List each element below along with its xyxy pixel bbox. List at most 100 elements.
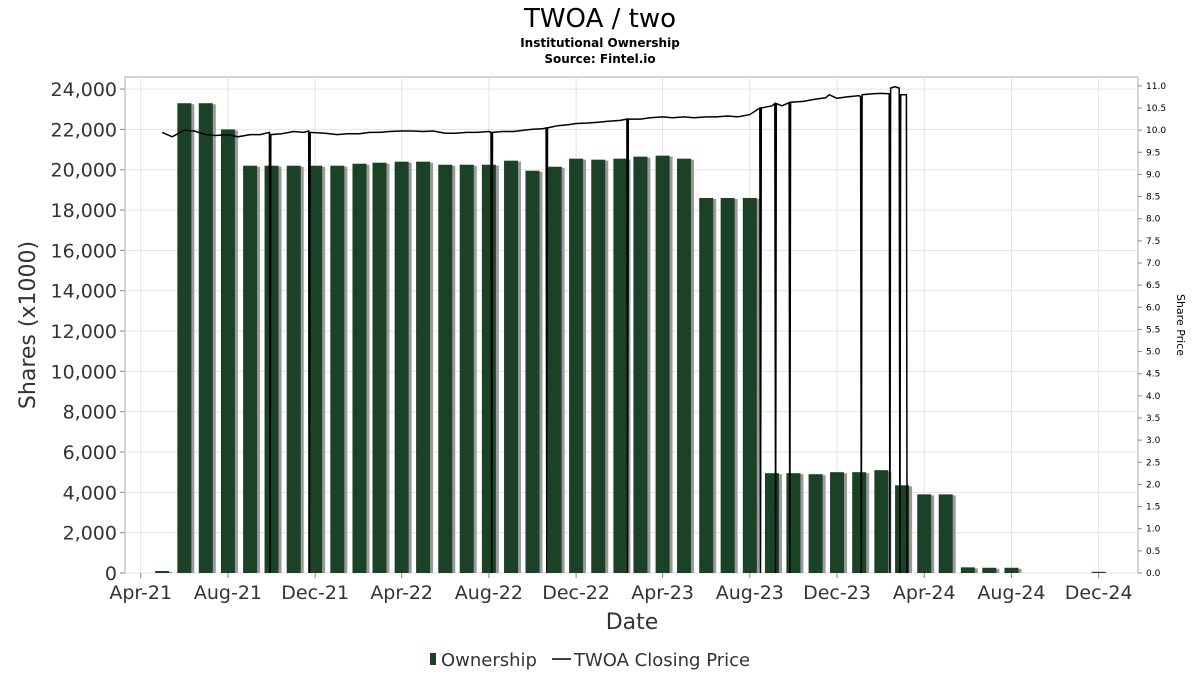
chart-subtitle: Institutional Ownership [520,36,680,50]
x-axis: Apr-21 Aug-21 Dec-21 Apr-22 Aug-22 Dec-22 Apr-… [109,573,1133,604]
y-tick-label: 16,000 [51,240,117,262]
legend: Ownership TWOA Closing Price [430,650,750,671]
ownership-bar [264,165,279,573]
ownership-bar [895,485,910,573]
y2-tick-label: 7.5 [1146,237,1160,247]
ownership-bar [917,494,932,573]
y-tick-label: 2,000 [63,523,117,545]
y2-tick-label: 2.5 [1146,458,1160,468]
ownership-bar [808,474,823,573]
y2-tick-label: 0.0 [1146,569,1161,579]
ownership-bar [308,165,323,573]
ownership-bar [613,158,628,573]
ownership-bar [982,567,997,573]
y-tick-label: 0 [105,563,117,585]
ownership-bar [352,163,367,573]
price-line-group [161,85,908,574]
y2-tick-label: 5.0 [1146,348,1161,358]
x-tick-label: Aug-24 [977,582,1045,604]
x-tick-label: Apr-24 [893,582,956,604]
ownership-bar [547,166,562,573]
ownership-bar [438,164,453,573]
ownership-bar [874,470,889,573]
ownership-bar [525,170,540,573]
y2-tick-label: 3.0 [1146,436,1161,446]
ownership-bar [220,129,235,573]
ownership-bar [699,197,714,573]
y-tick-label: 14,000 [51,281,117,303]
ownership-bar [198,103,213,574]
legend-ownership-swatch [430,653,436,665]
x-axis-label: Date [606,610,659,635]
ownership-bar [481,164,496,573]
y2-tick-label: 6.5 [1146,281,1160,291]
ownership-bar [938,494,953,573]
x-tick-label: Apr-21 [109,582,172,604]
y-tick-label: 18,000 [51,200,117,222]
ownership-bar [504,160,519,573]
price-line [161,85,908,574]
y2-tick-label: 7.0 [1146,259,1161,269]
ownership-bar [852,472,867,573]
x-tick-label: Aug-21 [194,582,262,604]
x-tick-label: Apr-23 [631,582,694,604]
ownership-bar [720,197,735,573]
y-axis-left: 0 2,000 4,000 6,000 8,000 10,000 12,000 14,000 1… [51,79,125,585]
y-tick-label: 22,000 [51,119,117,141]
ownership-bar [633,156,648,573]
ownership-bar [960,567,975,573]
y-tick-label: 20,000 [51,160,117,182]
y2-tick-label: 9.5 [1146,148,1160,158]
ownership-bar [155,570,170,573]
ownership-bar [655,155,670,573]
y2-tick-label: 5.5 [1146,325,1160,335]
y2-tick-label: 10.5 [1146,104,1166,114]
legend-price-label: TWOA Closing Price [573,650,750,671]
ownership-bar [243,165,258,573]
x-tick-label: Aug-23 [716,582,784,604]
y-tick-label: 6,000 [63,442,117,464]
y-tick-label: 4,000 [63,482,117,504]
x-tick-label: Dec-24 [1065,582,1133,604]
y2-tick-label: 8.0 [1146,215,1161,225]
y-tick-label: 8,000 [63,402,117,424]
x-tick-label: Dec-21 [281,582,349,604]
y2-tick-label: 3.5 [1146,414,1160,424]
y2-tick-label: 4.5 [1146,370,1160,380]
ownership-bar [177,103,192,574]
x-tick-label: Dec-23 [803,582,871,604]
x-tick-label: Apr-22 [370,582,433,604]
legend-ownership-label: Ownership [441,650,537,671]
ownership-bar [764,473,779,573]
ownership-bar [394,161,409,573]
y2-axis-label: Share Price [1174,294,1187,356]
y2-tick-label: 1.0 [1146,525,1161,535]
ownership-bar [330,165,345,573]
y2-tick-label: 11.0 [1146,82,1166,92]
y2-tick-label: 2.0 [1146,480,1161,490]
ownership-bar [416,161,431,573]
y-axis-right: 0.0 0.5 1.0 1.5 2.0 2.5 3.0 3.5 4.0 4.5 5.0 5.5 6.0 6… [1138,82,1166,579]
y2-tick-label: 0.5 [1146,547,1160,557]
y2-tick-label: 9.0 [1146,170,1161,180]
y-axis-label: Shares (x1000) [16,241,41,409]
x-tick-label: Dec-22 [542,582,610,604]
y-tick-label: 24,000 [51,79,117,101]
y2-tick-label: 8.5 [1146,193,1160,203]
y2-tick-label: 10.0 [1146,126,1166,136]
ownership-bar [372,162,387,574]
x-tick-label: Aug-22 [455,582,523,604]
ownership-bar [1091,571,1106,573]
ownership-bar [459,164,474,573]
chart-title: TWOA / two [523,4,676,34]
chart-source: Source: Fintel.io [544,52,655,66]
ownership-bar [569,158,584,573]
ownership-bar [591,159,606,573]
y2-tick-label: 4.0 [1146,392,1161,402]
ownership-bar [742,197,757,573]
y-tick-label: 12,000 [51,321,117,343]
ownership-bar [830,472,845,573]
ownership-bar [786,473,801,573]
ownership-bar [1004,567,1019,573]
